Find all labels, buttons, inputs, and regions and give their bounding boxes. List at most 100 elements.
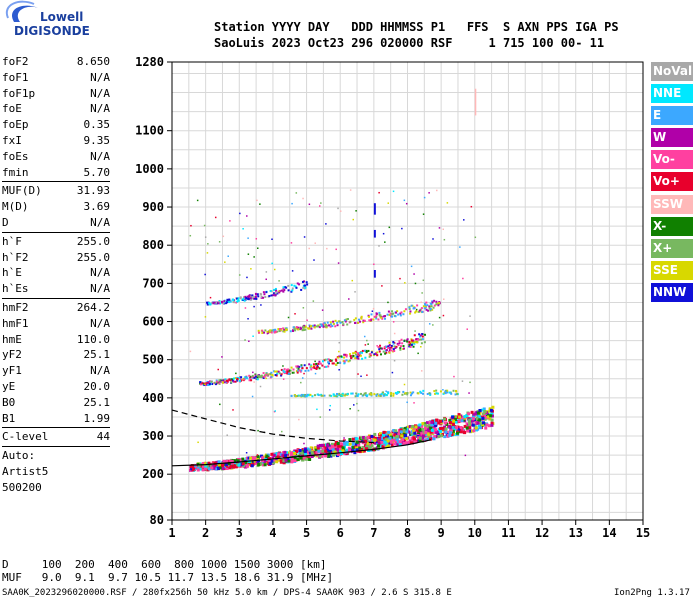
echo-point — [379, 353, 382, 356]
echo-point — [333, 394, 336, 397]
echo-point — [246, 464, 250, 468]
echo-point — [228, 378, 231, 381]
echo-point — [424, 333, 427, 336]
echo-point — [334, 325, 337, 328]
echo-point — [436, 392, 439, 395]
noise-point — [325, 223, 327, 225]
echo-point — [385, 442, 389, 446]
param-value: 255.0 — [76, 234, 110, 248]
param-row: M(D) 3.69 — [2, 199, 110, 215]
echo-point — [321, 394, 324, 397]
echo-point — [449, 417, 453, 421]
echo-point — [361, 351, 364, 354]
echo-point — [278, 330, 281, 333]
echo-point — [210, 380, 213, 383]
echo-point — [400, 434, 404, 438]
noise-point — [438, 316, 441, 319]
noise-point — [357, 409, 360, 412]
echo-point — [308, 448, 312, 452]
echo-point — [327, 453, 331, 457]
echo-point — [429, 305, 432, 308]
echo-point — [438, 420, 442, 424]
echo-point — [270, 375, 273, 378]
echo-point — [297, 365, 300, 368]
echo-point — [376, 393, 379, 396]
echo-point — [275, 460, 279, 464]
echo-point — [217, 302, 220, 305]
echo-point — [346, 323, 349, 326]
echo-point — [241, 460, 245, 464]
noise-point — [338, 369, 340, 371]
echo-point — [383, 347, 386, 350]
echo-point — [471, 419, 475, 423]
echo-point — [429, 428, 433, 432]
echo-point — [421, 427, 425, 431]
echo-point — [435, 431, 439, 435]
echo-point — [429, 430, 433, 434]
echo-point — [266, 374, 269, 377]
echo-point — [339, 361, 342, 364]
echo-point — [385, 349, 388, 352]
noise-point — [250, 268, 252, 270]
echo-point — [328, 449, 332, 453]
echo-point — [483, 410, 487, 414]
echo-point — [269, 290, 272, 293]
echo-point — [228, 301, 231, 304]
echo-point — [283, 371, 286, 374]
echo-point — [409, 312, 412, 315]
noise-point — [357, 373, 359, 375]
echo-point — [263, 331, 266, 334]
echo-point — [310, 365, 313, 368]
header-line1: Station YYYY DAY DDD HHMMSS P1 FFS S AXN… — [214, 20, 619, 34]
echo-point — [422, 389, 425, 392]
echo-point — [408, 345, 411, 348]
echo-point — [385, 351, 388, 354]
param-label: foEp — [2, 118, 29, 132]
echo-point — [325, 326, 328, 329]
echo-point — [382, 315, 385, 318]
echo-point — [303, 448, 307, 452]
echo-point — [375, 317, 378, 320]
echo-point — [261, 456, 265, 460]
echo-point — [449, 422, 453, 426]
echo-point — [383, 346, 386, 349]
noise-point — [235, 372, 237, 375]
echo-point — [283, 330, 286, 333]
echo-point — [384, 349, 387, 352]
noise-point — [278, 280, 280, 282]
echo-point — [287, 459, 291, 463]
echo-point — [366, 441, 370, 445]
param-value: N/A — [90, 316, 110, 330]
noise-point — [413, 402, 415, 404]
echo-point — [304, 328, 307, 331]
echo-point — [445, 422, 449, 426]
param-value: N/A — [90, 149, 110, 163]
echo-point — [237, 297, 240, 300]
echo-point — [409, 441, 413, 445]
noise-point — [238, 274, 241, 276]
echo-point — [236, 300, 239, 303]
echo-point — [279, 452, 283, 456]
echo-point — [296, 458, 300, 462]
echo-point — [304, 395, 307, 398]
echo-point — [256, 374, 259, 377]
param-value: 9.35 — [83, 133, 111, 147]
param-label: yF1 — [2, 364, 22, 378]
echo-point — [242, 296, 245, 299]
param-label: D — [2, 215, 9, 229]
echo-point — [358, 446, 362, 450]
echo-point — [416, 426, 420, 430]
echo-point — [302, 455, 306, 459]
echo-point — [297, 328, 300, 331]
echo-point — [205, 383, 208, 386]
echo-point — [214, 383, 217, 386]
echo-point — [463, 415, 467, 419]
noise-point — [252, 371, 254, 374]
echo-point — [294, 395, 297, 398]
echo-point — [288, 369, 291, 372]
echo-point — [356, 394, 359, 397]
echo-point — [320, 324, 323, 327]
echo-point — [375, 312, 378, 315]
param-value: N/A — [90, 70, 110, 84]
echo-point — [481, 416, 485, 420]
